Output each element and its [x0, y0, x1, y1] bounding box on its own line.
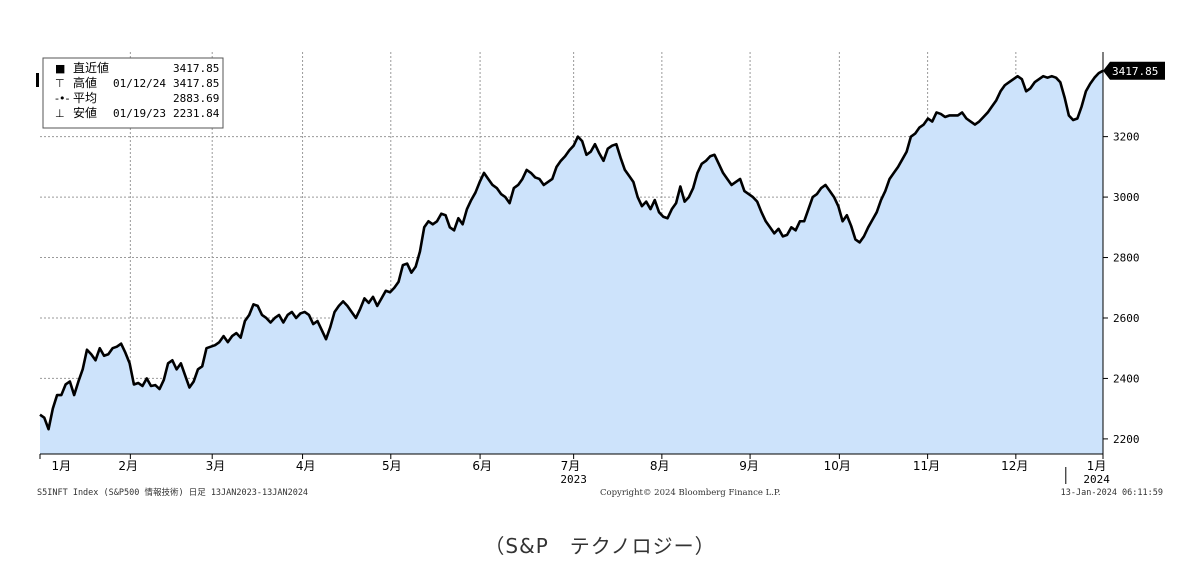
legend-value: 2883.69 — [173, 92, 219, 105]
low-marker-icon: ⊥ — [55, 107, 65, 120]
legend-box — [42, 57, 224, 129]
x-month-label: 9月 — [739, 459, 759, 473]
y-tick-label: 2200 — [1113, 433, 1140, 446]
x-month-label: 1月 — [1087, 459, 1107, 473]
legend-value: 2231.84 — [173, 107, 220, 120]
legend-date: 01/12/24 — [113, 77, 166, 90]
legend-label: 直近値 — [73, 60, 109, 75]
x-year-label: 2023 — [560, 473, 587, 486]
x-month-label: 6月 — [472, 459, 492, 473]
high-marker-icon: ⊤ — [55, 77, 65, 90]
x-month-label: 8月 — [650, 459, 670, 473]
legend-label: 安値 — [73, 105, 97, 120]
legend-date: 01/19/23 — [113, 107, 166, 120]
x-month-label: 2月 — [118, 459, 138, 473]
x-month-label: 1月 — [51, 459, 71, 473]
x-month-label: 7月 — [561, 459, 581, 473]
legend-value: 3417.85 — [173, 77, 219, 90]
price-line — [39, 69, 1104, 431]
legend-label: 平均 — [73, 91, 97, 105]
x-year-label: 2024 — [1083, 473, 1110, 486]
footer-copyright: Copyright© 2024 Bloomberg Finance L.P. — [600, 488, 781, 498]
chart-caption: （S&P テクノロジー） — [484, 534, 716, 558]
legend-value: 3417.85 — [173, 62, 219, 75]
last-value-tag — [1103, 61, 1165, 80]
x-month-label: 4月 — [296, 459, 316, 473]
left-edge-marker — [36, 73, 39, 87]
y-tick-label: 3000 — [1113, 191, 1140, 204]
legend-label: 高値 — [73, 75, 97, 90]
last-price-square-icon: ■ — [55, 62, 65, 75]
footer-source: S5INFT Index (S&P500 情報技術) 日足 13JAN2023-… — [37, 487, 308, 498]
x-month-label: 10月 — [824, 459, 851, 473]
x-month-label: 3月 — [206, 459, 226, 473]
average-marker-icon: -•- — [55, 92, 69, 105]
x-month-label: 12月 — [1001, 459, 1028, 473]
chart-container: 2200 2400 2600 2800 3000 3200 1月 2月 3月 4月 5月 6月 7月 8月… — [35, 48, 1165, 498]
y-tick-label: 2400 — [1113, 372, 1140, 385]
x-month-label: 11月 — [913, 459, 940, 473]
footer-timestamp: 13-Jan-2024 06:11:59 — [1061, 488, 1163, 498]
x-month-label: 5月 — [382, 459, 402, 473]
last-value-label: 3417.85 — [1112, 65, 1158, 78]
price-chart: 2200 2400 2600 2800 3000 3200 1月 2月 3月 4月 5月 6月 7月 8月… — [35, 48, 1165, 498]
y-tick-label: 2800 — [1113, 252, 1140, 265]
y-tick-label: 3200 — [1113, 131, 1140, 144]
area-fill — [40, 70, 1103, 454]
y-tick-label: 2600 — [1113, 312, 1140, 325]
